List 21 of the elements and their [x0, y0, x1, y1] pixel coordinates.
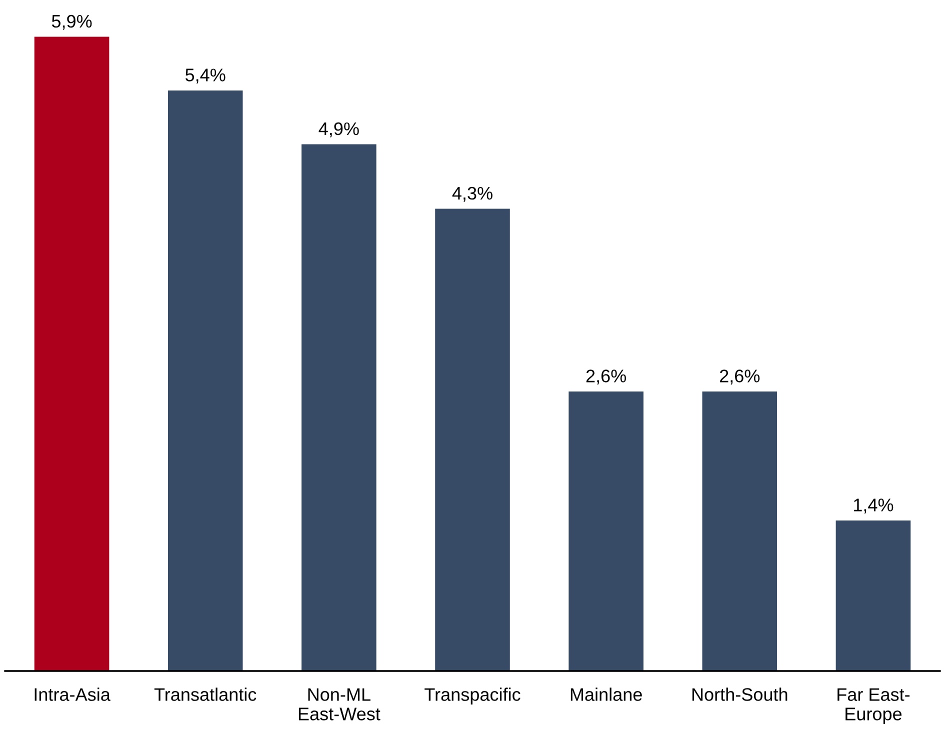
x-tick-label: Transatlantic	[154, 688, 256, 701]
x-tick-label: Intra-Asia	[34, 688, 110, 701]
x-tick-label: Non-ML East-West	[298, 688, 380, 720]
x-tick-label: Mainlane	[570, 688, 642, 701]
bar	[302, 144, 376, 671]
data-label: 1,4%	[854, 498, 894, 514]
data-label: 2,6%	[586, 370, 626, 385]
bar	[702, 392, 778, 671]
bar	[836, 520, 911, 671]
data-label: 2,6%	[720, 370, 760, 385]
bar	[568, 392, 644, 671]
data-label: 4,3%	[452, 186, 492, 202]
bar	[34, 36, 110, 671]
bar	[168, 90, 243, 671]
x-tick-label: Transpacific	[424, 688, 520, 704]
x-tick-label: Far East- Europe	[838, 688, 910, 724]
data-label: 5,9%	[52, 14, 92, 30]
data-label: 4,9%	[318, 122, 359, 138]
bar	[435, 208, 510, 671]
data-label: 5,4%	[186, 68, 226, 84]
x-tick-label: North-South	[692, 688, 788, 701]
